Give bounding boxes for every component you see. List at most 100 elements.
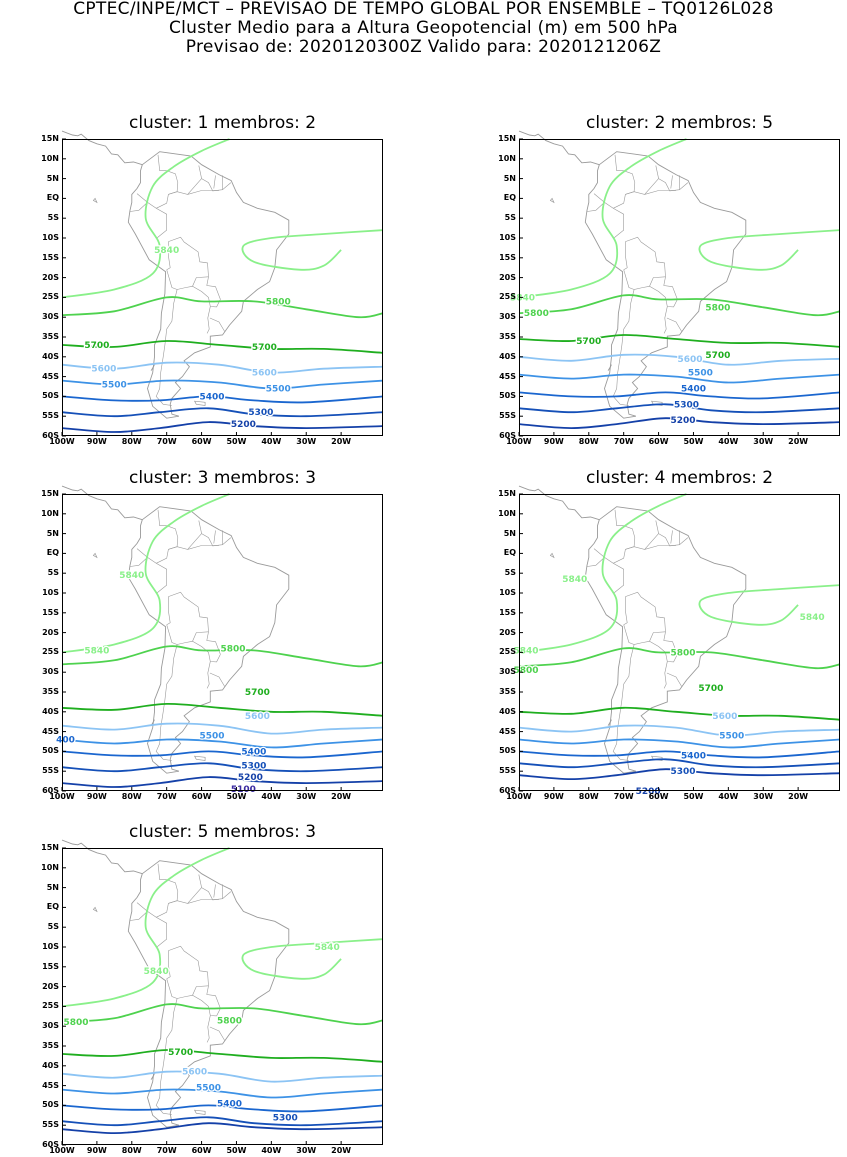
country-border — [166, 596, 171, 625]
contour-line-5200 — [61, 776, 384, 788]
lat-tick-label: 30S — [42, 312, 59, 322]
contour-label: 5600 — [252, 369, 277, 379]
map-frame — [62, 494, 383, 791]
country-border — [666, 672, 683, 688]
header-line-1: CPTEC/INPE/MCT – PREVISAO DE TEMPO GLOBA… — [73, 0, 774, 19]
country-border — [129, 193, 148, 212]
lat-tick-label: EQ — [503, 193, 516, 203]
lon-tick-label: 100W — [506, 437, 532, 446]
header-line-3: Previsao de: 2020120300Z Valido para: 20… — [185, 37, 662, 57]
lat-tick-label: 40S — [499, 706, 516, 716]
contour-label: 5700 — [698, 684, 723, 694]
contour-label: 5840 — [315, 943, 340, 953]
contour-line-5400 — [518, 750, 841, 759]
contour-label: 5840 — [84, 646, 109, 656]
country-border — [168, 165, 202, 195]
country-border — [206, 1015, 211, 1043]
country-border — [658, 533, 689, 547]
contour-line-5800 — [61, 296, 384, 319]
country-border — [166, 241, 171, 270]
central-america-coastline — [518, 130, 600, 166]
lat-tick-label: 40S — [42, 1060, 59, 1070]
country-border — [613, 154, 636, 209]
contour-label: 5840 — [513, 646, 538, 656]
lon-tick-label: 80W — [578, 792, 599, 801]
contour-label: 5500 — [719, 732, 744, 742]
lon-tick-label: 30W — [296, 437, 317, 446]
country-border — [156, 509, 179, 564]
island-outline — [92, 197, 98, 204]
contour-line-5200 — [61, 421, 384, 433]
lon-tick-label: 40W — [261, 792, 282, 801]
country-border — [663, 661, 668, 689]
contour-line-5600 — [61, 361, 384, 374]
country-border — [177, 276, 209, 290]
country-border — [129, 902, 148, 921]
lat-tick-label: 60S — [42, 786, 59, 795]
lat-tick-label: 35S — [499, 687, 516, 696]
lat-tick-label: 60S — [499, 431, 516, 440]
contour-label: 5840 — [154, 246, 179, 256]
contour-line-5700 — [61, 702, 384, 717]
country-border — [625, 165, 659, 195]
lat-tick-label: 10N — [41, 153, 59, 163]
map-panel-cluster-3: 5840 5840 5800 5700 5600 5500 400 5400 5300 5200 5… — [55, 485, 384, 796]
country-border — [634, 276, 666, 290]
lat-tick-label: 20S — [499, 272, 516, 282]
contour-label: 5300 — [248, 408, 273, 418]
island-outline — [150, 1073, 155, 1080]
country-border — [187, 190, 219, 195]
lon-tick-label: 60W — [191, 1146, 212, 1155]
lat-tick-label: 30S — [42, 667, 59, 677]
contour-label: 5200 — [231, 420, 256, 430]
country-border — [213, 530, 216, 544]
contour-line-5500 — [61, 379, 384, 390]
panel-title-cluster-3: cluster: 3 membros: 3 — [128, 468, 317, 488]
lat-tick-label: 5S — [47, 922, 59, 932]
contour-label: 5700 — [252, 343, 277, 353]
island-outline — [549, 552, 555, 559]
contour-label: 5200 — [238, 773, 263, 783]
country-border — [147, 202, 167, 239]
island-outline — [193, 400, 206, 406]
country-border — [209, 672, 226, 688]
lat-tick-label: 35S — [42, 1041, 59, 1050]
lon-tick-label: 90W — [543, 437, 564, 446]
country-border — [155, 978, 178, 1115]
country-border — [155, 269, 178, 406]
country-border — [649, 641, 678, 663]
lon-tick-label: 20W — [331, 1146, 352, 1155]
lat-tick-label: 10N — [498, 153, 516, 163]
country-border — [644, 545, 676, 550]
contour-line-5840 — [698, 584, 841, 626]
island-outline — [193, 755, 206, 761]
lat-tick-label: 10S — [42, 942, 59, 951]
lat-tick-label: 5N — [503, 528, 516, 538]
contour-label: 5700 — [705, 351, 730, 361]
contour-line-5500 — [61, 738, 384, 749]
contour-line-5200 — [518, 768, 841, 781]
contour-line-5600 — [518, 353, 841, 366]
map-svg: 5840 5840 5840 5800 5800 5700 5600 5500 5400 5300… — [512, 485, 841, 798]
lat-tick-label: 5N — [46, 528, 59, 538]
contour-line-5840 — [518, 138, 687, 299]
contour-label: 5300 — [670, 767, 695, 777]
map-panel-cluster-2: 5840 5800 5800 5700 5700 5600 5500 5400 5300 5200 — [509, 130, 841, 437]
lat-tick-label: 5N — [46, 882, 59, 892]
lat-tick-label: 25S — [42, 1001, 59, 1011]
contour-label: 5600 — [91, 365, 116, 375]
contour-label: 5600 — [677, 355, 702, 365]
lat-tick-label: 10N — [41, 508, 59, 518]
lat-tick-label: 10S — [42, 233, 59, 242]
contour-line-5300 — [61, 407, 384, 418]
lon-tick-label: 40W — [718, 437, 739, 446]
contour-label: 5700 — [84, 341, 109, 351]
central-america-coastline — [61, 130, 143, 166]
lat-tick-label: 20S — [42, 627, 59, 637]
lat-tick-label: 45S — [42, 371, 59, 381]
lon-tick-label: 30W — [753, 437, 774, 446]
country-border — [147, 911, 167, 948]
lat-tick-label: 35S — [42, 687, 59, 696]
lat-tick-label: 55S — [499, 766, 516, 776]
contour-line-5600 — [61, 722, 384, 735]
